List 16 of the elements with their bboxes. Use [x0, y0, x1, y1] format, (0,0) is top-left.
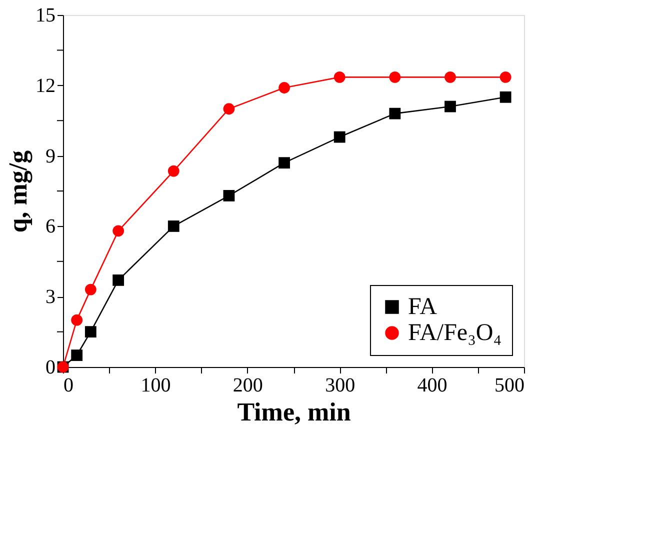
x-tick-label: 400 — [417, 374, 448, 396]
y-tick-label: 15 — [36, 4, 56, 26]
y-tick-label: 0 — [46, 356, 56, 378]
y-tick-label: 9 — [46, 145, 56, 168]
x-tick-label: 0 — [64, 374, 74, 396]
x-axis-title: Time, min — [237, 398, 352, 426]
y-tick-label: 12 — [36, 74, 56, 97]
y-tick-label: 6 — [46, 216, 56, 238]
x-tick-label: 500 — [494, 374, 524, 396]
legend-label: FA/Fe₃O₄ — [408, 320, 502, 346]
x-tick-label: 200 — [232, 374, 263, 396]
y-tick-label: 3 — [46, 286, 56, 308]
y-axis-title: q, mg/g — [4, 150, 32, 233]
legend-label: FA — [408, 294, 438, 320]
x-tick-label: 100 — [140, 374, 171, 396]
x-tick-label: 300 — [325, 374, 356, 396]
